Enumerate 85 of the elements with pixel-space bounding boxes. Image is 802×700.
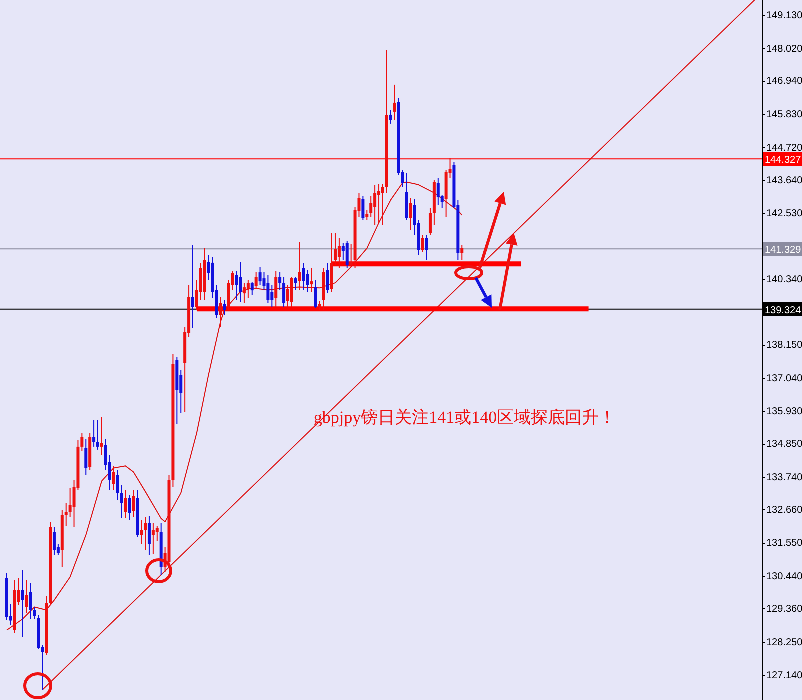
- ref-line-label: 139.324: [765, 305, 802, 316]
- candlestick: [238, 262, 242, 303]
- candlestick: [302, 262, 306, 291]
- candlestick: [381, 184, 384, 226]
- y-tick-label: 133.740: [766, 472, 802, 484]
- candlestick: [326, 262, 330, 294]
- candlestick: [378, 184, 381, 224]
- candlestick: [370, 196, 373, 218]
- candlestick: [318, 300, 322, 311]
- candlestick: [274, 270, 278, 308]
- y-tick-label: 148.020: [766, 44, 802, 55]
- candlestick: [29, 582, 32, 620]
- y-tick-label: 142.530: [766, 208, 802, 220]
- candlestick: [310, 268, 314, 293]
- candlestick: [254, 272, 258, 290]
- candlestick: [306, 270, 310, 293]
- candlestick: [389, 110, 392, 124]
- candlestick: [334, 232, 337, 266]
- candlestick: [460, 244, 464, 261]
- y-tick-label: 145.830: [766, 110, 802, 121]
- candlestick: [428, 208, 432, 236]
- y-tick-label: 130.440: [766, 572, 802, 583]
- candlestick: [52, 526, 56, 556]
- candlestick: [235, 270, 238, 301]
- candlestick: [192, 244, 194, 329]
- candlestick: [64, 502, 68, 527]
- candlestick: [338, 238, 341, 269]
- candlestick: [250, 282, 254, 296]
- candlestick: [116, 470, 120, 501]
- candlestick: [132, 490, 136, 518]
- y-tick-label: 144.720: [766, 142, 802, 154]
- candlestick: [282, 276, 286, 308]
- y-tick-label: 138.150: [766, 340, 802, 352]
- candlestick: [92, 420, 96, 448]
- ref-line-label: 141.329: [765, 245, 802, 256]
- candlestick: [140, 520, 144, 545]
- candlestick: [425, 234, 428, 261]
- y-tick-label: 127.140: [766, 670, 802, 682]
- y-tick-label: 128.250: [766, 637, 802, 648]
- y-tick-label: 149.130: [766, 10, 802, 22]
- candlestick: [270, 284, 274, 308]
- candlestick: [25, 580, 28, 614]
- candlestick: [436, 178, 440, 206]
- y-tick-label: 146.940: [766, 76, 802, 88]
- candlestick: [342, 242, 345, 261]
- candlestick: [346, 240, 349, 269]
- candlestick: [80, 432, 84, 452]
- y-tick-label: 131.550: [766, 538, 802, 550]
- candlestick: [100, 416, 104, 456]
- candlestick: [421, 234, 424, 253]
- candlestick: [294, 276, 298, 291]
- candlestick: [120, 484, 124, 519]
- candlestick: [223, 300, 226, 316]
- candlestick: [314, 280, 318, 309]
- y-tick-label: 135.930: [766, 406, 802, 418]
- candlestick: [278, 272, 282, 291]
- candlestick: [21, 570, 24, 638]
- candlestick: [128, 494, 132, 521]
- ref-line-label: 144.327: [765, 155, 802, 166]
- y-tick-label: 129.360: [766, 604, 802, 615]
- y-tick-label: 140.340: [766, 274, 802, 286]
- candlestick: [144, 516, 148, 551]
- candlestick: [409, 198, 412, 231]
- candlestick: [68, 488, 72, 518]
- candlestick: [393, 84, 396, 121]
- candlestick: [298, 242, 302, 291]
- candlestick: [246, 280, 250, 299]
- candlestick: [96, 420, 100, 450]
- candlestick: [374, 184, 377, 226]
- candlestick: [33, 606, 36, 620]
- candlestick: [112, 466, 116, 491]
- y-tick-label: 132.660: [766, 504, 802, 516]
- candlestick: [152, 522, 155, 555]
- candlestick: [266, 274, 270, 304]
- candlestick: [242, 282, 246, 304]
- candlestick: [124, 490, 128, 519]
- candlestick: [219, 296, 222, 328]
- y-tick-label: 134.850: [766, 439, 802, 450]
- candlestick: [366, 210, 369, 221]
- candlestick: [350, 244, 353, 268]
- y-tick-label: 137.040: [766, 373, 802, 384]
- candlestick: [362, 196, 365, 221]
- candlestick: [148, 515, 151, 556]
- y-tick-label: 143.640: [766, 175, 802, 186]
- candlestick: [84, 438, 88, 476]
